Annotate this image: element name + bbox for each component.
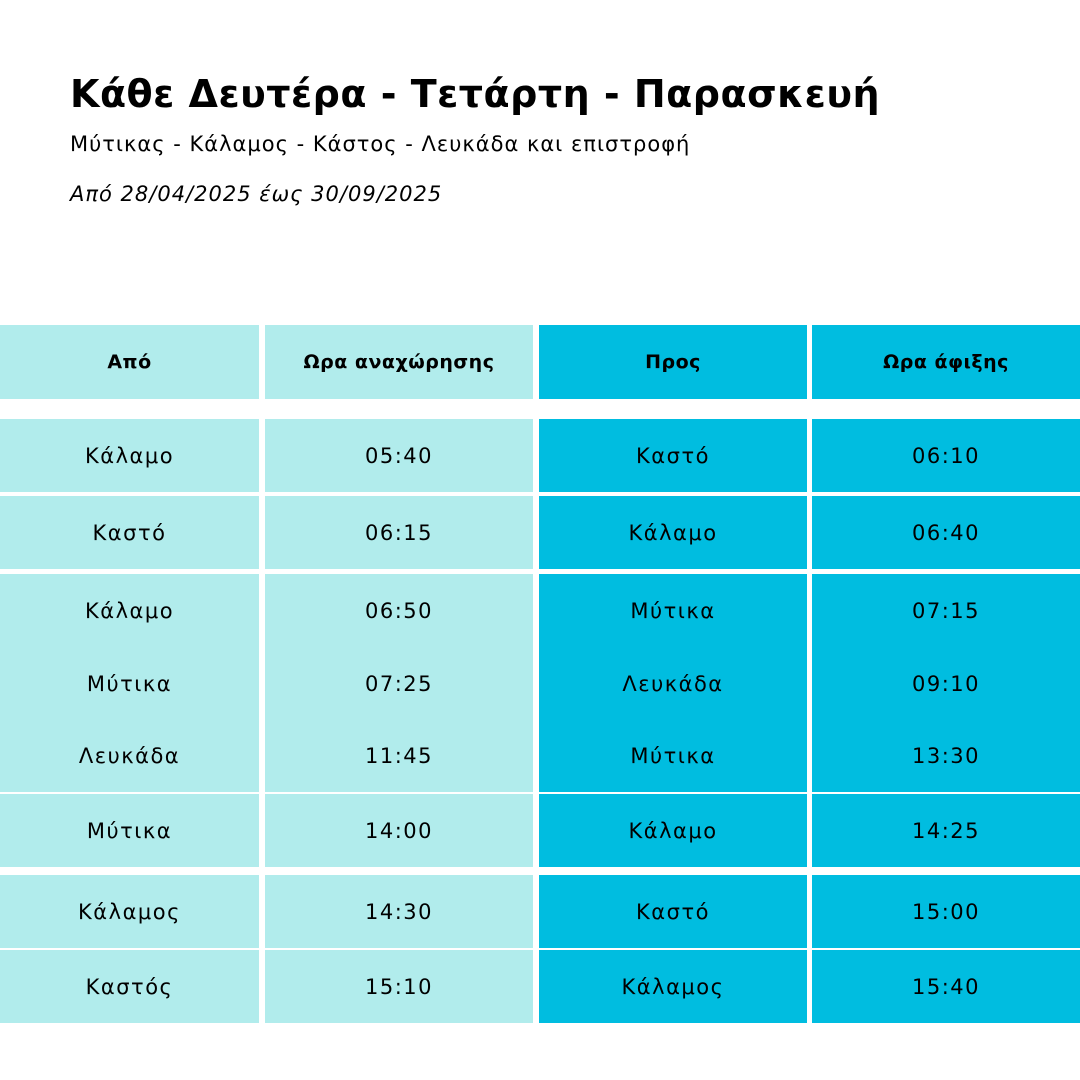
cell-departure: 06:15 (265, 496, 533, 569)
cell-from: Κάλαμος (0, 875, 259, 948)
cell-from: Λευκάδα (0, 719, 259, 792)
cell-departure: 05:40 (265, 419, 533, 492)
cell-to: Καστό (539, 419, 807, 492)
cell-departure: 07:25 (265, 647, 533, 720)
cell-departure: 15:10 (265, 950, 533, 1023)
cell-to: Κάλαμο (539, 496, 807, 569)
cell-from: Κάλαμο (0, 419, 259, 492)
cell-arrival: 15:00 (812, 875, 1080, 948)
cell-to: Μύτικα (539, 719, 807, 792)
cell-arrival: 14:25 (812, 794, 1080, 867)
cell-arrival: 15:40 (812, 950, 1080, 1023)
page-title: Κάθε Δευτέρα - Τετάρτη - Παρασκευή (70, 72, 881, 116)
header-to: Προς (539, 325, 807, 399)
cell-to: Κάλαμο (539, 794, 807, 867)
cell-to: Λευκάδα (539, 647, 807, 720)
cell-from: Κάλαμο (0, 574, 259, 647)
header-departure: Ωρα αναχώρησης (265, 325, 533, 399)
cell-arrival: 06:40 (812, 496, 1080, 569)
cell-from: Μύτικα (0, 647, 259, 720)
route-subtitle: Μύτικας - Κάλαμος - Κάστος - Λευκάδα και… (70, 132, 691, 156)
cell-arrival: 09:10 (812, 647, 1080, 720)
cell-from: Καστός (0, 950, 259, 1023)
cell-arrival: 06:10 (812, 419, 1080, 492)
header-arrival: Ωρα άφιξης (812, 325, 1080, 399)
cell-from: Καστό (0, 496, 259, 569)
cell-departure: 06:50 (265, 574, 533, 647)
header-from: Από (0, 325, 259, 399)
cell-arrival: 07:15 (812, 574, 1080, 647)
cell-to: Καστό (539, 875, 807, 948)
cell-departure: 11:45 (265, 719, 533, 792)
cell-arrival: 13:30 (812, 719, 1080, 792)
cell-to: Κάλαμος (539, 950, 807, 1023)
cell-departure: 14:00 (265, 794, 533, 867)
cell-departure: 14:30 (265, 875, 533, 948)
cell-to: Μύτικα (539, 574, 807, 647)
cell-from: Μύτικα (0, 794, 259, 867)
validity-dates: Από 28/04/2025 έως 30/09/2025 (70, 182, 443, 206)
